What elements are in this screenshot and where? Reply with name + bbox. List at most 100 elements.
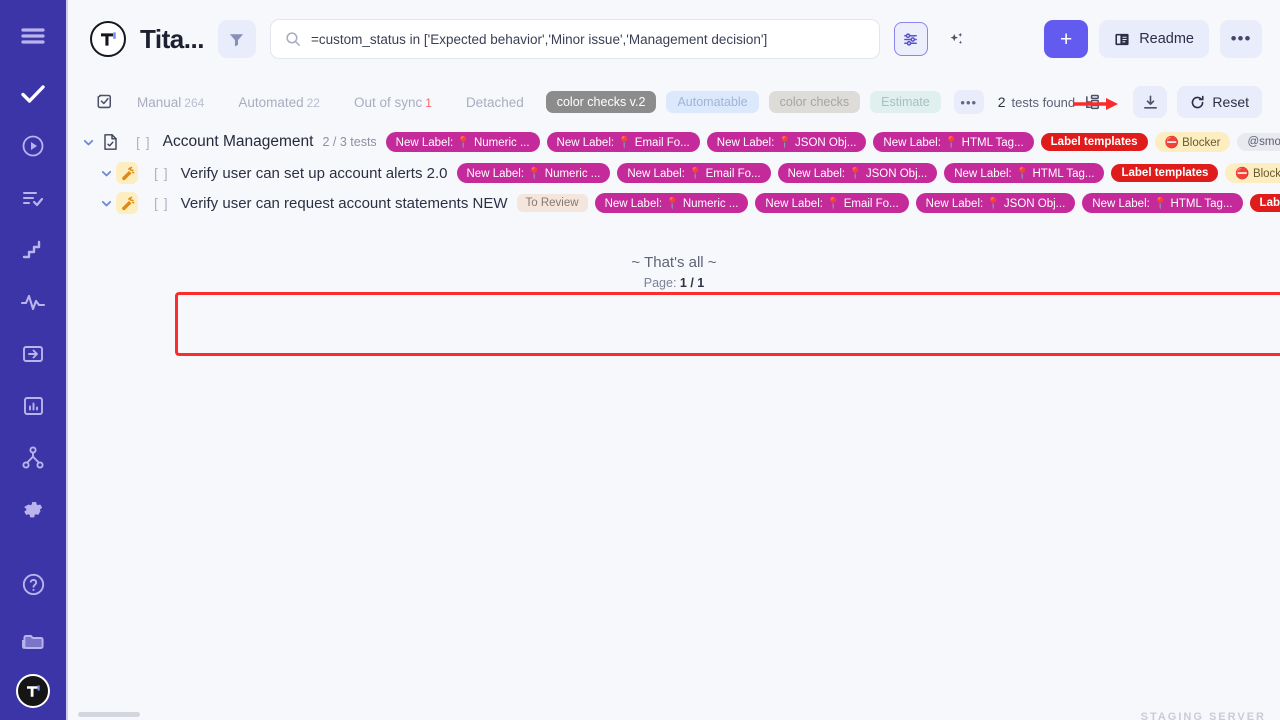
gear-icon[interactable] (11, 488, 55, 532)
row-labels: New Label: 📍 Numeric ... New Label: 📍 Em… (594, 193, 1280, 213)
tests-found: 2 tests found (998, 94, 1075, 110)
label-chip-blocker[interactable]: ⛔ Blocker (1154, 132, 1231, 152)
page-title: Tita... (140, 23, 204, 54)
tests-found-label: tests found (1011, 95, 1076, 110)
chevron-down-icon[interactable] (96, 197, 116, 210)
sidebar-item-tests[interactable] (11, 72, 55, 116)
header-more-button[interactable]: ••• (1220, 20, 1262, 58)
tab-manual[interactable]: Manual 264 (120, 95, 221, 110)
label-text: New Label: (954, 168, 1012, 180)
label-tail: Email Fo... (843, 198, 899, 210)
page-label: Page: (643, 276, 677, 290)
label-chip[interactable]: New Label: 📍 Numeric ... (456, 163, 611, 183)
branch-icon[interactable] (11, 436, 55, 480)
readme-label: Readme (1139, 31, 1194, 47)
tab-out-of-sync[interactable]: Out of sync 1 (337, 95, 449, 110)
status-badge[interactable]: To Review (516, 194, 588, 212)
page-value: 1 / 1 (679, 276, 705, 290)
list-footer: ~ That's all ~ Page: 1 / 1 (68, 254, 1280, 290)
label-chip[interactable]: New Label: 📍 JSON Obj... (706, 132, 867, 152)
table-row[interactable]: [ ] Verify user can set up account alert… (68, 158, 1280, 188)
select-all-icon[interactable] (90, 87, 120, 117)
annotation-box (175, 292, 1280, 356)
label-chip[interactable]: New Label: 📍 Email Fo... (546, 132, 700, 152)
label-chip[interactable]: New Label: 📍 JSON Obj... (777, 163, 938, 183)
list-check-icon[interactable] (11, 176, 55, 220)
group-test-count: 2 / 3 tests (322, 135, 377, 149)
label-text: New Label: (604, 198, 663, 210)
chip-color-checks-v2[interactable]: color checks v.2 (545, 91, 657, 113)
tab-automated[interactable]: Automated 22 (221, 95, 337, 110)
label-tail: Numeric ... (682, 198, 739, 210)
menu-icon[interactable] (11, 14, 55, 58)
toolbar-more-button[interactable]: ••• (953, 90, 984, 114)
tab-manual-label: Manual (137, 94, 182, 110)
play-circle-icon[interactable] (11, 124, 55, 168)
header-actions: + Readme ••• (1044, 20, 1262, 58)
group-row[interactable]: [ ] Account Management 2 / 3 tests New L… (68, 126, 1280, 158)
chevron-down-icon[interactable] (78, 136, 98, 149)
download-icon[interactable] (1133, 86, 1168, 118)
label-chip-templates[interactable]: Label templates (1111, 164, 1219, 182)
test-list: [ ] Account Management 2 / 3 tests New L… (68, 126, 1280, 720)
search-settings-button[interactable] (893, 22, 928, 56)
label-chip[interactable]: New Label: 📍 Email Fo... (617, 163, 771, 183)
label-chip-templates[interactable]: Label templates (1249, 194, 1280, 212)
reset-button[interactable]: Reset (1177, 86, 1262, 118)
label-tail: JSON Obj... (865, 168, 928, 180)
label-tail: JSON Obj... (795, 137, 857, 149)
chip-color-checks[interactable]: color checks (768, 91, 861, 113)
activity-icon[interactable] (11, 280, 55, 324)
chart-icon[interactable] (11, 384, 55, 428)
horizontal-scrollbar[interactable] (78, 712, 140, 717)
label-chip[interactable]: New Label: 📍 Numeric ... (385, 132, 540, 152)
label-chip[interactable]: New Label: 📍 HTML Tag... (1082, 193, 1243, 213)
label-tail: Email Fo... (705, 168, 761, 180)
row-labels: New Label: 📍 Numeric ... New Label: 📍 Em… (456, 163, 1280, 183)
help-icon[interactable] (11, 562, 55, 606)
table-row[interactable]: [ ] Verify user can request account stat… (68, 188, 1280, 218)
label-tail: HTML Tag... (1170, 198, 1233, 210)
label-chip[interactable]: New Label: 📍 JSON Obj... (915, 193, 1076, 213)
label-text: New Label: (1092, 198, 1150, 210)
row-brackets: [ ] (154, 165, 169, 181)
folder-icon[interactable] (11, 618, 55, 662)
label-tail: JSON Obj... (1003, 198, 1066, 210)
label-chip[interactable]: New Label: 📍 Email Fo... (755, 193, 909, 213)
filter-icon[interactable] (217, 20, 256, 58)
stairs-icon[interactable] (11, 228, 55, 272)
tree-view-icon[interactable] (1075, 86, 1109, 118)
environment-note: STAGING SERVER (1140, 711, 1266, 720)
add-button[interactable]: + (1044, 20, 1089, 58)
brand-logo-icon (90, 21, 126, 57)
import-icon[interactable] (11, 332, 55, 376)
label-text: New Label: (787, 168, 846, 180)
chip-estimate[interactable]: Estimate (870, 91, 941, 113)
label-text: New Label: (395, 137, 454, 149)
label-chip-templates[interactable]: Label templates (1040, 133, 1148, 151)
avatar[interactable] (16, 674, 50, 708)
chip-automatable[interactable]: Automatable (666, 91, 759, 113)
left-sidebar (0, 0, 66, 720)
label-chip[interactable]: New Label: 📍 Numeric ... (594, 193, 749, 213)
book-icon (1114, 32, 1130, 47)
readme-button[interactable]: Readme (1099, 20, 1209, 58)
pagination: Page: 1 / 1 (68, 276, 1280, 290)
label-chip[interactable]: New Label: 📍 HTML Tag... (944, 163, 1105, 183)
suite-doc-icon (98, 133, 122, 151)
row-title: Verify user can set up account alerts 2.… (180, 164, 448, 182)
label-chip-blocker[interactable]: ⛔ Blocker (1225, 163, 1280, 183)
tab-out-of-sync-count: 1 (425, 95, 432, 110)
blocker-icon: ⛔ (1235, 168, 1250, 180)
tab-detached[interactable]: Detached (449, 95, 541, 110)
label-tail: HTML Tag... (961, 137, 1024, 149)
chevron-down-icon[interactable] (96, 167, 116, 180)
label-chip-smoke[interactable]: @smoke (1237, 133, 1280, 151)
label-tail: Email Fo... (634, 137, 690, 149)
group-labels: New Label: 📍 Numeric ... New Label: 📍 Em… (385, 132, 1280, 152)
label-chip[interactable]: New Label: 📍 HTML Tag... (873, 132, 1034, 152)
ai-sparkle-icon[interactable] (942, 22, 972, 56)
search-input[interactable]: =custom_status in ['Expected behavior','… (269, 19, 880, 59)
label-text: Blocker (1182, 137, 1221, 149)
label-text: New Label: (765, 198, 823, 210)
